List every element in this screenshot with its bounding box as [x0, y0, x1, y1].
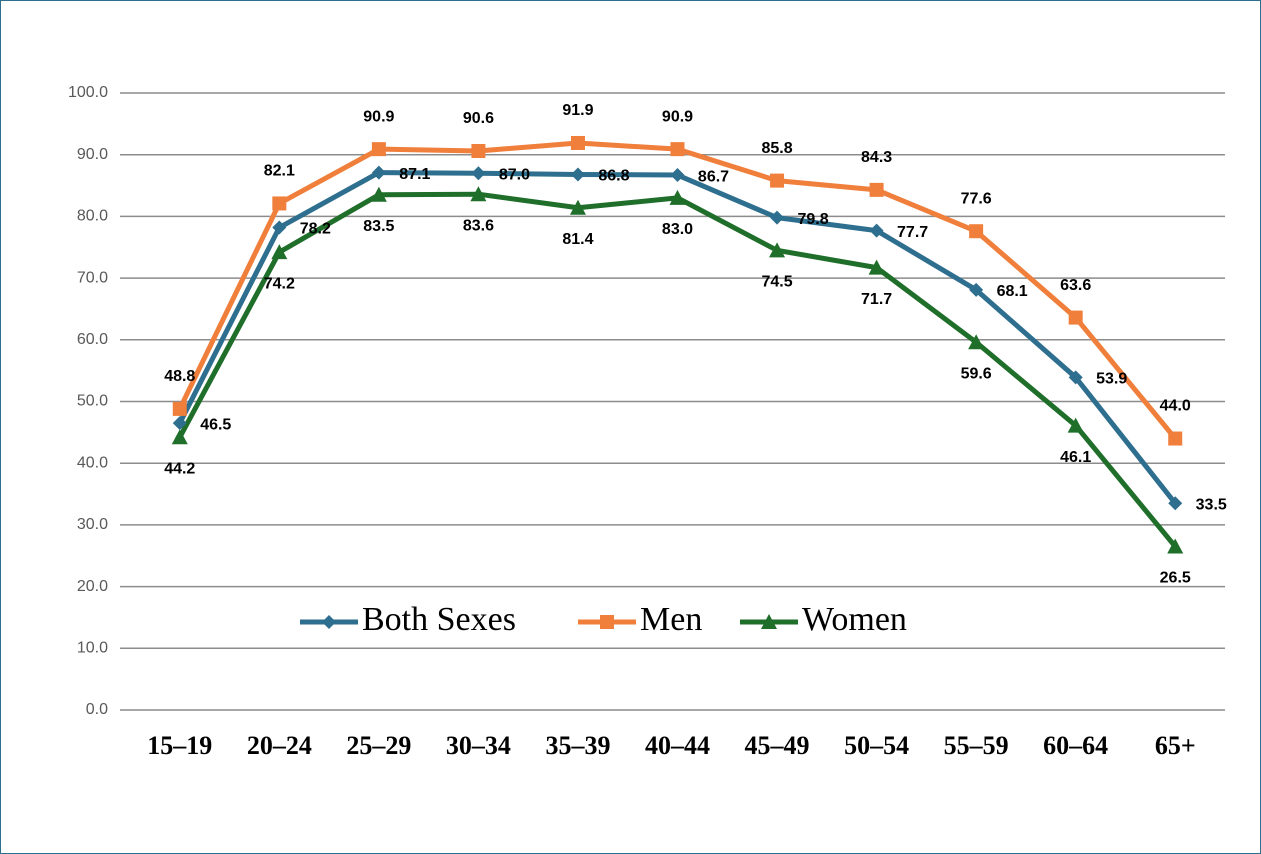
y-tick-label: 100.0 — [68, 84, 108, 101]
data-point — [471, 143, 486, 158]
data-label: 44.2 — [164, 461, 195, 478]
x-tick-label: 35–39 — [545, 731, 610, 760]
data-label: 71.7 — [861, 291, 892, 308]
data-point — [570, 167, 585, 182]
data-point — [1168, 431, 1183, 446]
legend-marker — [600, 615, 614, 629]
data-point — [868, 259, 885, 275]
y-tick-label: 80.0 — [77, 208, 108, 225]
data-point — [569, 199, 586, 215]
data-point — [869, 182, 884, 197]
data-label: 83.5 — [363, 218, 394, 235]
y-tick-label: 50.0 — [77, 393, 108, 410]
data-point — [172, 401, 187, 416]
legend-label: Women — [802, 601, 907, 638]
data-point — [1068, 310, 1083, 325]
data-label: 81.4 — [562, 231, 593, 248]
y-tick-label: 30.0 — [77, 516, 108, 533]
data-label: 86.7 — [698, 168, 729, 185]
data-label: 82.1 — [264, 163, 295, 180]
legend-label: Men — [640, 601, 702, 638]
data-point — [670, 142, 685, 157]
data-label: 68.1 — [997, 283, 1028, 300]
data-point — [769, 242, 786, 258]
data-label: 26.5 — [1160, 570, 1191, 587]
x-tick-label: 15–19 — [147, 731, 212, 760]
data-label: 87.0 — [499, 166, 530, 183]
data-label: 84.3 — [861, 149, 892, 166]
data-point — [1167, 538, 1184, 554]
data-point — [470, 186, 487, 202]
data-point — [271, 244, 288, 260]
data-point — [570, 135, 585, 150]
y-tick-label: 70.0 — [77, 269, 108, 286]
x-tick-label: 45–49 — [745, 731, 810, 760]
data-label: 87.1 — [399, 166, 430, 183]
x-tick-label: 25–29 — [346, 731, 411, 760]
data-label: 48.8 — [164, 368, 195, 385]
data-point — [171, 429, 188, 445]
data-point — [272, 220, 287, 235]
y-tick-label: 40.0 — [77, 454, 108, 471]
data-label: 77.6 — [961, 190, 992, 207]
data-point — [969, 224, 984, 239]
data-point — [770, 210, 785, 225]
data-point — [1168, 496, 1183, 511]
data-label: 53.9 — [1096, 371, 1127, 388]
series-line — [177, 191, 1178, 549]
data-label: 79.8 — [797, 211, 828, 228]
data-label: 83.0 — [662, 221, 693, 238]
data-label: 83.6 — [463, 217, 494, 234]
data-point — [272, 196, 287, 211]
y-tick-label: 0.0 — [86, 701, 108, 718]
legend-marker — [322, 615, 336, 629]
data-label: 77.7 — [897, 224, 928, 241]
data-label: 86.8 — [598, 168, 629, 185]
x-tick-label: 30–34 — [446, 731, 511, 760]
data-label: 74.2 — [264, 275, 295, 292]
x-tick-label: 40–44 — [645, 731, 710, 760]
legend-marker — [761, 614, 777, 629]
data-point — [172, 416, 187, 431]
data-point — [371, 165, 386, 180]
y-tick-label: 10.0 — [77, 640, 108, 657]
data-point — [770, 173, 785, 188]
data-label: 46.1 — [1060, 449, 1091, 466]
data-point — [669, 189, 686, 205]
data-label: 74.5 — [761, 274, 792, 291]
y-tick-label: 90.0 — [77, 146, 108, 163]
data-point — [1067, 417, 1084, 433]
y-tick-label: 60.0 — [77, 331, 108, 348]
data-point — [670, 168, 685, 183]
data-label: 91.9 — [562, 102, 593, 119]
x-tick-label: 50–54 — [844, 731, 909, 760]
y-tick-label: 20.0 — [77, 578, 108, 595]
data-point — [371, 142, 386, 157]
data-point — [1068, 370, 1083, 385]
data-point — [869, 223, 884, 238]
data-point — [471, 166, 486, 181]
x-tick-label: 20–24 — [247, 731, 312, 760]
data-label: 90.9 — [363, 108, 394, 125]
data-label: 63.6 — [1060, 277, 1091, 294]
data-label: 90.6 — [463, 110, 494, 127]
data-label: 85.8 — [761, 140, 792, 157]
x-tick-label: 60–64 — [1043, 731, 1108, 760]
data-label: 90.9 — [662, 108, 693, 125]
data-label: 46.5 — [200, 416, 231, 433]
data-point — [370, 186, 387, 202]
data-point — [968, 334, 985, 350]
data-label: 59.6 — [961, 365, 992, 382]
data-label: 44.0 — [1160, 398, 1191, 415]
data-label: 78.2 — [300, 221, 331, 238]
data-point — [969, 282, 984, 297]
data-label: 33.5 — [1196, 497, 1227, 514]
x-tick-label: 65+ — [1155, 731, 1196, 760]
x-tick-label: 55–59 — [944, 731, 1009, 760]
legend-label: Both Sexes — [362, 601, 516, 638]
